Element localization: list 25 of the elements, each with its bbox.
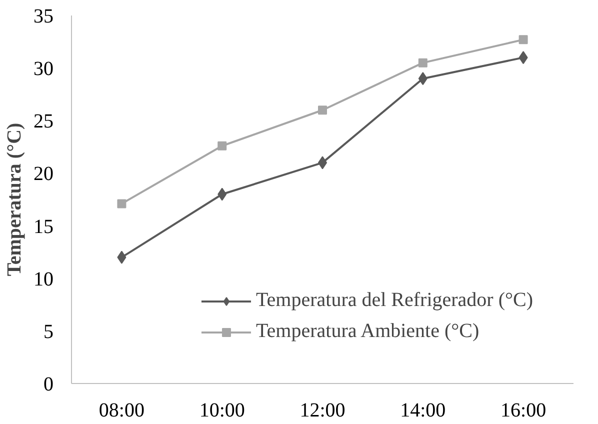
point [218, 141, 227, 150]
y-tick-label: 0 [44, 374, 54, 396]
y-tick-label: 20 [34, 163, 54, 186]
y-tick-label: 10 [34, 268, 54, 290]
y-tick-label: 25 [34, 110, 54, 133]
point [117, 250, 126, 264]
point [518, 35, 528, 44]
x-tick-label: 08:00 [98, 400, 144, 422]
point [117, 199, 126, 208]
y-tick-label: 35 [34, 6, 54, 28]
point [518, 51, 528, 64]
legend-label: Temperatura del Refrigerador (°C) [256, 289, 533, 312]
x-tick-label: 16:00 [500, 400, 546, 422]
x-tick-label: 12:00 [300, 400, 346, 422]
point [418, 72, 428, 86]
y-tick-label: 30 [34, 58, 54, 80]
point [218, 188, 227, 201]
point [318, 106, 327, 115]
y-tick-label: 5 [44, 320, 54, 343]
x-tick-label: 14:00 [400, 400, 446, 422]
y-tick-label: 15 [34, 216, 54, 238]
point [418, 58, 428, 68]
legend-label: Temperatura Ambiente (°C) [256, 320, 480, 343]
y-axis-title: Temperatura (°C) [4, 122, 26, 276]
x-tick-label: 10:00 [199, 400, 245, 422]
